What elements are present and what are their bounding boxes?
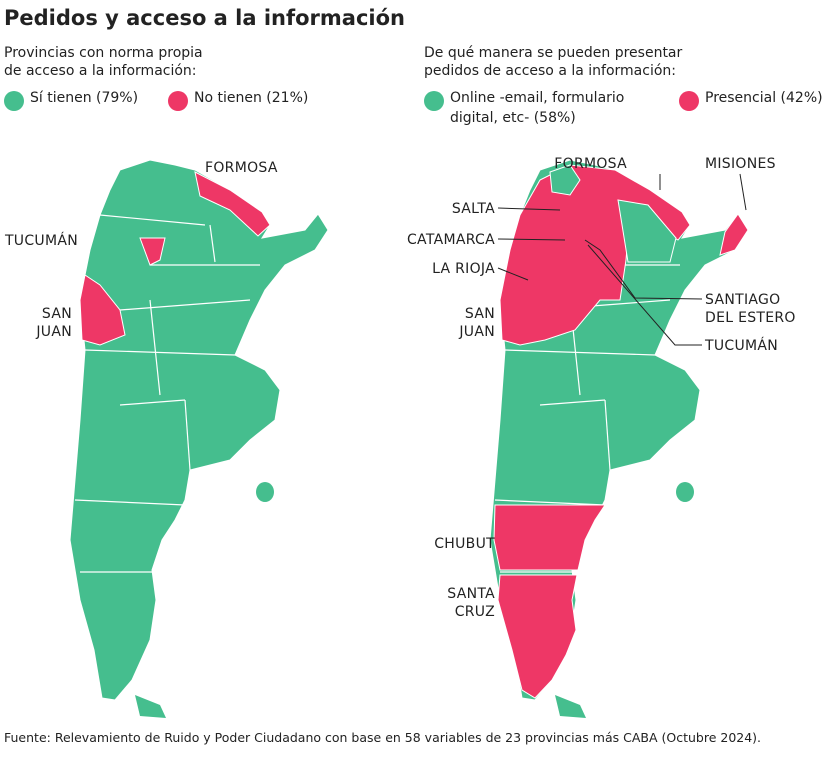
source: Fuente: Relevamiento de Ruido y Poder Ci… [4,730,761,745]
legend-label: No tienen (21%) [194,90,308,106]
province-label: SALTA [452,201,495,217]
province-border [494,499,606,506]
leader-line [497,207,561,211]
map-panel: FORMOSA TUCUMÁN SAN JUAN [4,159,329,718]
province [139,237,166,266]
province-label: SANTIAGO [705,292,780,308]
province [493,504,606,571]
province-border [74,499,186,506]
province-border [99,214,206,226]
province-label: TUCUMÁN [704,337,778,354]
province-label: CATAMARCA [407,232,495,248]
province-label: SANTA [447,586,495,602]
province [549,164,581,196]
title: Pedidos y acceso a la información [4,6,405,30]
province [719,213,749,256]
legend-swatch [679,91,699,111]
province-border [504,349,656,356]
province-border [119,299,251,311]
subtitle: pedidos de acceso a la información: [424,63,676,79]
province-label: LA RIOJA [432,261,495,277]
province-border [149,299,161,396]
island [676,482,694,502]
leader-line [497,267,529,281]
leader-line [497,238,566,241]
province-label: SAN [42,306,72,322]
legend-swatch [424,91,444,111]
subtitle: De qué manera se pueden presentar [424,45,683,61]
legend-label: Presencial (42%) [705,90,823,106]
map [489,159,749,718]
province-border [604,399,611,471]
leader-line [739,173,747,211]
legend-swatch [4,91,24,111]
legend-label: Online -email, formulario [450,90,624,106]
province-label: JUAN [35,324,72,340]
province-border [184,399,191,471]
island [256,482,274,502]
province-label: CRUZ [455,604,495,620]
province [497,574,578,699]
province [79,274,126,346]
map-panel: FORMOSA MISIONES SALTA CATAMARCA LA RIOJA SAN… [407,156,796,718]
province-label: FORMOSA [554,156,627,172]
subtitle: de acceso a la información: [4,63,197,79]
province-border [539,399,606,406]
leader-line [587,244,702,346]
province-border [84,349,236,356]
legend-label: Sí tienen (79%) [30,90,138,106]
province [194,171,271,237]
province-label: SAN [465,306,495,322]
province-label: JUAN [458,324,495,340]
map [69,159,329,718]
legend-label: digital, etc- (58%) [450,110,576,126]
province [617,199,677,263]
subtitle: Provincias con norma propia [4,45,203,61]
province-label: TUCUMÁN [4,232,78,249]
province-label: CHUBUT [434,536,495,552]
legend-swatch [168,91,188,111]
country [69,159,329,701]
province-border [119,399,186,406]
leader-line [584,239,703,300]
province-label: MISIONES [705,156,776,172]
province-label: FORMOSA [205,160,278,176]
island [135,695,166,718]
province-border [209,224,216,263]
island [555,695,586,718]
province-label: DEL ESTERO [705,310,796,326]
